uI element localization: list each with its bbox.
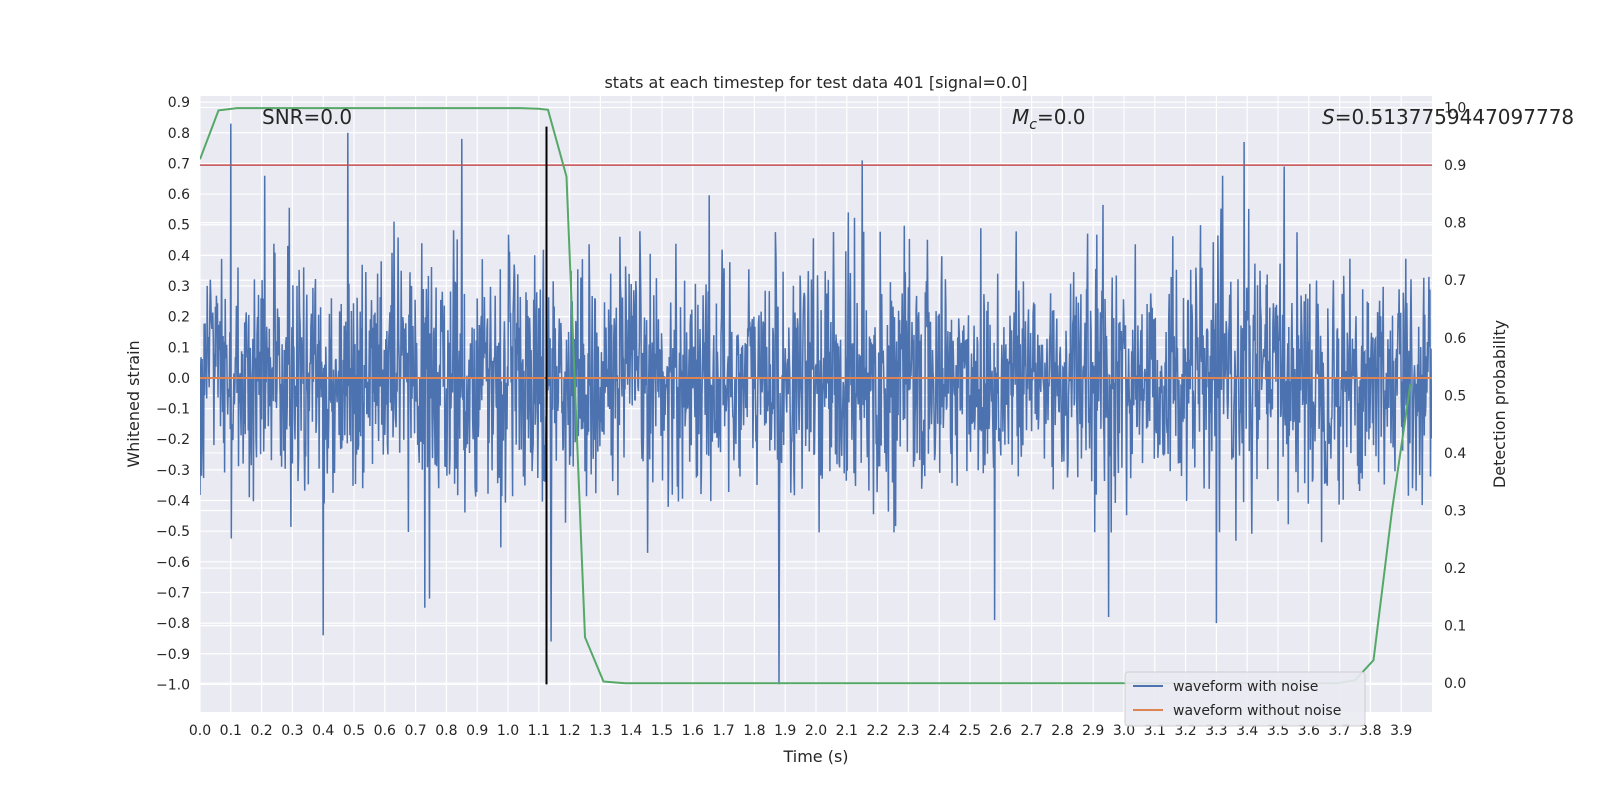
chirp-mass-symbol: M [1012, 105, 1029, 129]
y2-tick-label: 0.9 [1444, 158, 1466, 174]
x-tick-label: 1.5 [651, 723, 673, 739]
y-tick-label: 0.2 [168, 310, 190, 326]
x-tick-label: 2.5 [959, 723, 981, 739]
x-tick-label: 3.1 [1144, 723, 1166, 739]
x-tick-label: 0.8 [435, 723, 457, 739]
series-detection-probability [200, 107, 1412, 685]
x-tick-label: 0.0 [189, 723, 211, 739]
score-annotation: S=0.5137759447097778 [1322, 105, 1574, 129]
y-tick-label: −0.5 [156, 524, 190, 540]
x-tick-label: 0.3 [281, 723, 303, 739]
legend-label-clean: waveform without noise [1173, 703, 1341, 719]
chart-title: stats at each timestep for test data 401… [604, 73, 1027, 92]
y2-tick-label: 0.5 [1444, 388, 1466, 404]
snr-annotation: SNR=0.0 [262, 105, 352, 129]
x-tick-label: 2.7 [1020, 723, 1042, 739]
y-tick-label: 0.8 [168, 126, 190, 142]
x-tick-label: 1.6 [682, 723, 704, 739]
x-tick-label: 0.1 [220, 723, 242, 739]
y-tick-label: 0.0 [168, 371, 190, 387]
chirp-mass-subscript: c [1029, 117, 1037, 133]
y-tick-label: −1.0 [156, 677, 190, 693]
y-tick-label: 0.6 [168, 187, 190, 203]
x-tick-label: 2.6 [990, 723, 1012, 739]
x-tick-label: 0.4 [312, 723, 334, 739]
x-tick-label: 0.7 [404, 723, 426, 739]
x-tick-label: 3.3 [1205, 723, 1227, 739]
x-tick-label: 1.4 [620, 723, 642, 739]
x-tick-label: 0.9 [466, 723, 488, 739]
legend-label-noisy: waveform with noise [1173, 679, 1318, 695]
y2-tick-label: 0.7 [1444, 273, 1466, 289]
x-tick-label: 3.9 [1390, 723, 1412, 739]
y-tick-label: 0.7 [168, 156, 190, 172]
x-tick-label: 1.1 [528, 723, 550, 739]
x-tick-label: 0.5 [343, 723, 365, 739]
x-tick-label: 3.6 [1298, 723, 1320, 739]
legend-box [1124, 671, 1366, 727]
x-tick-label: 1.8 [743, 723, 765, 739]
y-tick-label: 0.5 [168, 218, 190, 234]
y2-tick-label: 0.4 [1444, 446, 1466, 462]
y-tick-label: −0.6 [156, 555, 190, 571]
y2-tick-label: 0.0 [1444, 676, 1466, 692]
x-tick-label: 3.2 [1174, 723, 1196, 739]
y2-tick-label: 0.8 [1444, 216, 1466, 232]
x-tick-label: 3.7 [1328, 723, 1350, 739]
y-tick-label: 0.3 [168, 279, 190, 295]
chirp-mass-annotation: Mc=0.0 [1012, 105, 1086, 133]
chirp-mass-value: =0.0 [1037, 105, 1086, 129]
x-tick-label: 0.2 [250, 723, 272, 739]
score-value: =0.5137759447097778 [1335, 105, 1574, 129]
y-tick-label: −0.7 [156, 585, 190, 601]
y-tick-label: −0.1 [156, 402, 190, 418]
score-symbol: S [1322, 105, 1335, 129]
x-tick-label: 3.4 [1236, 723, 1258, 739]
x-tick-label: 3.0 [1113, 723, 1135, 739]
legend: waveform with noise waveform without noi… [1124, 671, 1366, 727]
y2-tick-label: 0.1 [1444, 619, 1466, 635]
x-tick-label: 1.2 [558, 723, 580, 739]
x-tick-label: 2.8 [1051, 723, 1073, 739]
x-tick-label: 3.5 [1267, 723, 1289, 739]
x-tick-label: 2.0 [805, 723, 827, 739]
y-tick-label: −0.4 [156, 494, 190, 510]
y-tick-label: −0.3 [156, 463, 190, 479]
x-tick-label: 2.2 [866, 723, 888, 739]
y-tick-label: −0.8 [156, 616, 190, 632]
x-tick-label: 2.1 [836, 723, 858, 739]
y-tick-label: −0.2 [156, 432, 190, 448]
y-tick-label: 0.9 [168, 95, 190, 111]
y-axis-label: Whitened strain [124, 340, 143, 467]
y2-axis-label: Detection probability [1490, 320, 1509, 488]
x-tick-label: 2.3 [897, 723, 919, 739]
x-tick-label: 1.9 [774, 723, 796, 739]
y-tick-label: −0.9 [156, 647, 190, 663]
x-tick-labels: 0.0 0.1 0.2 0.3 0.4 0.5 0.6 0.7 0.8 0.9 1.0 1.1 1.2 1… [189, 723, 1412, 739]
y2-tick-label: 0.2 [1444, 561, 1466, 577]
x-tick-label: 3.8 [1359, 723, 1381, 739]
x-axis-label: Time (s) [782, 747, 848, 766]
x-tick-label: 0.6 [374, 723, 396, 739]
horizontal-gridlines [200, 101, 1432, 686]
x-tick-label: 2.9 [1082, 723, 1104, 739]
y2-tick-label: 1.0 [1444, 101, 1466, 117]
x-tick-label: 1.0 [497, 723, 519, 739]
y2-tick-label: 0.6 [1444, 331, 1466, 347]
y-tick-label: 0.1 [168, 340, 190, 356]
x-tick-label: 1.3 [589, 723, 611, 739]
x-tick-label: 1.7 [712, 723, 734, 739]
y2-tick-labels: 0.0 0.1 0.2 0.3 0.4 0.5 0.6 0.7 0.8 0.9 1.0 [1444, 101, 1466, 693]
x-tick-label: 2.4 [928, 723, 950, 739]
y2-tick-label: 0.3 [1444, 504, 1466, 520]
y-tick-labels: 0.9 0.8 0.7 0.6 0.5 0.4 0.3 0.2 0.1 0.0 −0.1 −0.2 −0… [156, 95, 190, 693]
y-tick-label: 0.4 [168, 248, 190, 264]
